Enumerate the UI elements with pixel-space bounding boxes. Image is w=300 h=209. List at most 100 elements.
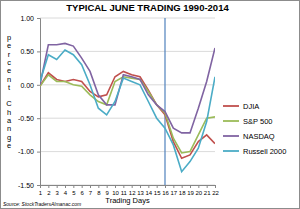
- x-tick: 14: [145, 185, 152, 196]
- y-tick-mark: [37, 185, 40, 186]
- x-tick-mark: [65, 185, 66, 188]
- x-tick-label: 19: [187, 190, 194, 196]
- source-note: Source: StockTradersAlmanac.com: [3, 201, 81, 207]
- legend-swatch: [223, 150, 239, 152]
- x-tick-label: 4: [64, 190, 68, 196]
- x-tick-mark: [123, 185, 124, 188]
- y-tick-mark: [37, 118, 40, 119]
- x-tick: 4: [64, 185, 68, 196]
- grid-line: [40, 18, 215, 19]
- x-tick-label: 21: [204, 190, 211, 196]
- x-tick: 12: [129, 185, 136, 196]
- legend-label: DJIA: [243, 102, 259, 111]
- x-tick: 21: [204, 185, 211, 196]
- y-axis-title: percent Change: [6, 33, 12, 150]
- y-tick: 1.00: [20, 15, 40, 22]
- x-tick-label: 2: [47, 190, 51, 196]
- x-tick-mark: [57, 185, 58, 188]
- grid-line: [40, 118, 215, 119]
- y-tick: 0.00: [20, 82, 40, 89]
- reference-line: [164, 18, 165, 185]
- y-tick: -1.50: [18, 182, 40, 189]
- y-tick: 0.50: [20, 48, 40, 55]
- x-tick: 5: [72, 185, 76, 196]
- y-tick-label: 0.50: [20, 48, 34, 55]
- x-tick-mark: [190, 185, 191, 188]
- plot: -1.50-1.00-0.500.000.501.001234567891011…: [18, 15, 219, 197]
- legend-label: Russell 2000: [243, 147, 286, 156]
- x-axis-title: Trading Days: [105, 196, 150, 205]
- legend-swatch: [223, 105, 239, 107]
- x-axis: 12345678910111213141516171819202122: [39, 185, 220, 196]
- series-line: [40, 75, 215, 153]
- legend-item: S&P 500: [223, 117, 272, 126]
- x-tick-label: 18: [179, 190, 186, 196]
- x-tick-mark: [115, 185, 116, 188]
- x-tick-mark: [98, 185, 99, 188]
- y-tick: -0.50: [18, 115, 40, 122]
- x-tick: 15: [154, 185, 161, 196]
- y-tick-mark: [37, 152, 40, 153]
- x-tick-label: 16: [162, 190, 169, 196]
- x-tick-mark: [73, 185, 74, 188]
- x-tick-label: 1: [39, 190, 43, 196]
- legend-swatch: [223, 135, 239, 137]
- x-tick-label: 5: [72, 190, 76, 196]
- y-tick-label: 0.00: [20, 82, 34, 89]
- x-tick-mark: [215, 185, 216, 188]
- x-tick-label: 3: [55, 190, 59, 196]
- x-tick-mark: [182, 185, 183, 188]
- x-tick: 3: [55, 185, 59, 196]
- grid: [40, 18, 215, 185]
- y-axis: -1.50 -1.00 -0.50 0.00 0.50 1.00: [18, 15, 40, 189]
- x-tick-mark: [90, 185, 91, 188]
- x-tick-label: 17: [170, 190, 177, 196]
- grid-line: [40, 84, 215, 85]
- legend: DJIA S&P 500 NASDAQ Russell 2000: [223, 102, 286, 156]
- x-tick: 8: [97, 185, 101, 196]
- series-line: [40, 50, 215, 172]
- series-line: [40, 43, 215, 133]
- x-tick-label: 15: [154, 190, 161, 196]
- x-tick: 6: [80, 185, 84, 196]
- x-tick: 22: [212, 185, 219, 196]
- x-tick-mark: [40, 185, 41, 188]
- x-tick-label: 7: [89, 190, 93, 196]
- x-tick: 18: [179, 185, 186, 196]
- chart-border: [1, 1, 300, 209]
- x-tick: 7: [89, 185, 93, 196]
- y-tick: -1.00: [18, 148, 40, 155]
- data-area: [40, 18, 215, 185]
- x-tick: 11: [121, 185, 128, 196]
- x-tick: 13: [137, 185, 144, 196]
- x-tick: 19: [187, 185, 194, 196]
- y-tick-label: -1.00: [18, 148, 34, 155]
- x-tick-mark: [157, 185, 158, 188]
- x-tick-label: 8: [97, 190, 101, 196]
- x-tick-label: 6: [80, 190, 84, 196]
- x-tick-mark: [132, 185, 133, 188]
- x-tick: 16: [162, 185, 169, 196]
- x-tick-label: 20: [195, 190, 202, 196]
- x-tick: 2: [47, 185, 51, 196]
- y-tick-label: 1.00: [20, 15, 34, 22]
- y-tick-mark: [37, 51, 40, 52]
- x-tick-mark: [140, 185, 141, 188]
- x-tick-mark: [165, 185, 166, 188]
- x-tick: 9: [105, 185, 109, 196]
- legend-label: NASDAQ: [243, 132, 275, 141]
- chart: -1.50-1.00-0.500.000.501.001234567891011…: [0, 0, 300, 209]
- x-tick-mark: [48, 185, 49, 188]
- x-tick-mark: [198, 185, 199, 188]
- legend-item: Russell 2000: [223, 147, 286, 156]
- legend-label: S&P 500: [243, 117, 272, 126]
- y-axis-line: [37, 19, 41, 186]
- x-tick: 1: [39, 185, 43, 196]
- x-axis-line: [41, 186, 216, 189]
- x-tick-label: 22: [212, 190, 219, 196]
- title: TYPICAL JUNE TRADING 1990-2014: [66, 2, 229, 13]
- x-tick-mark: [173, 185, 174, 188]
- x-tick-mark: [207, 185, 208, 188]
- legend-swatch: [223, 120, 239, 122]
- x-tick-mark: [148, 185, 149, 188]
